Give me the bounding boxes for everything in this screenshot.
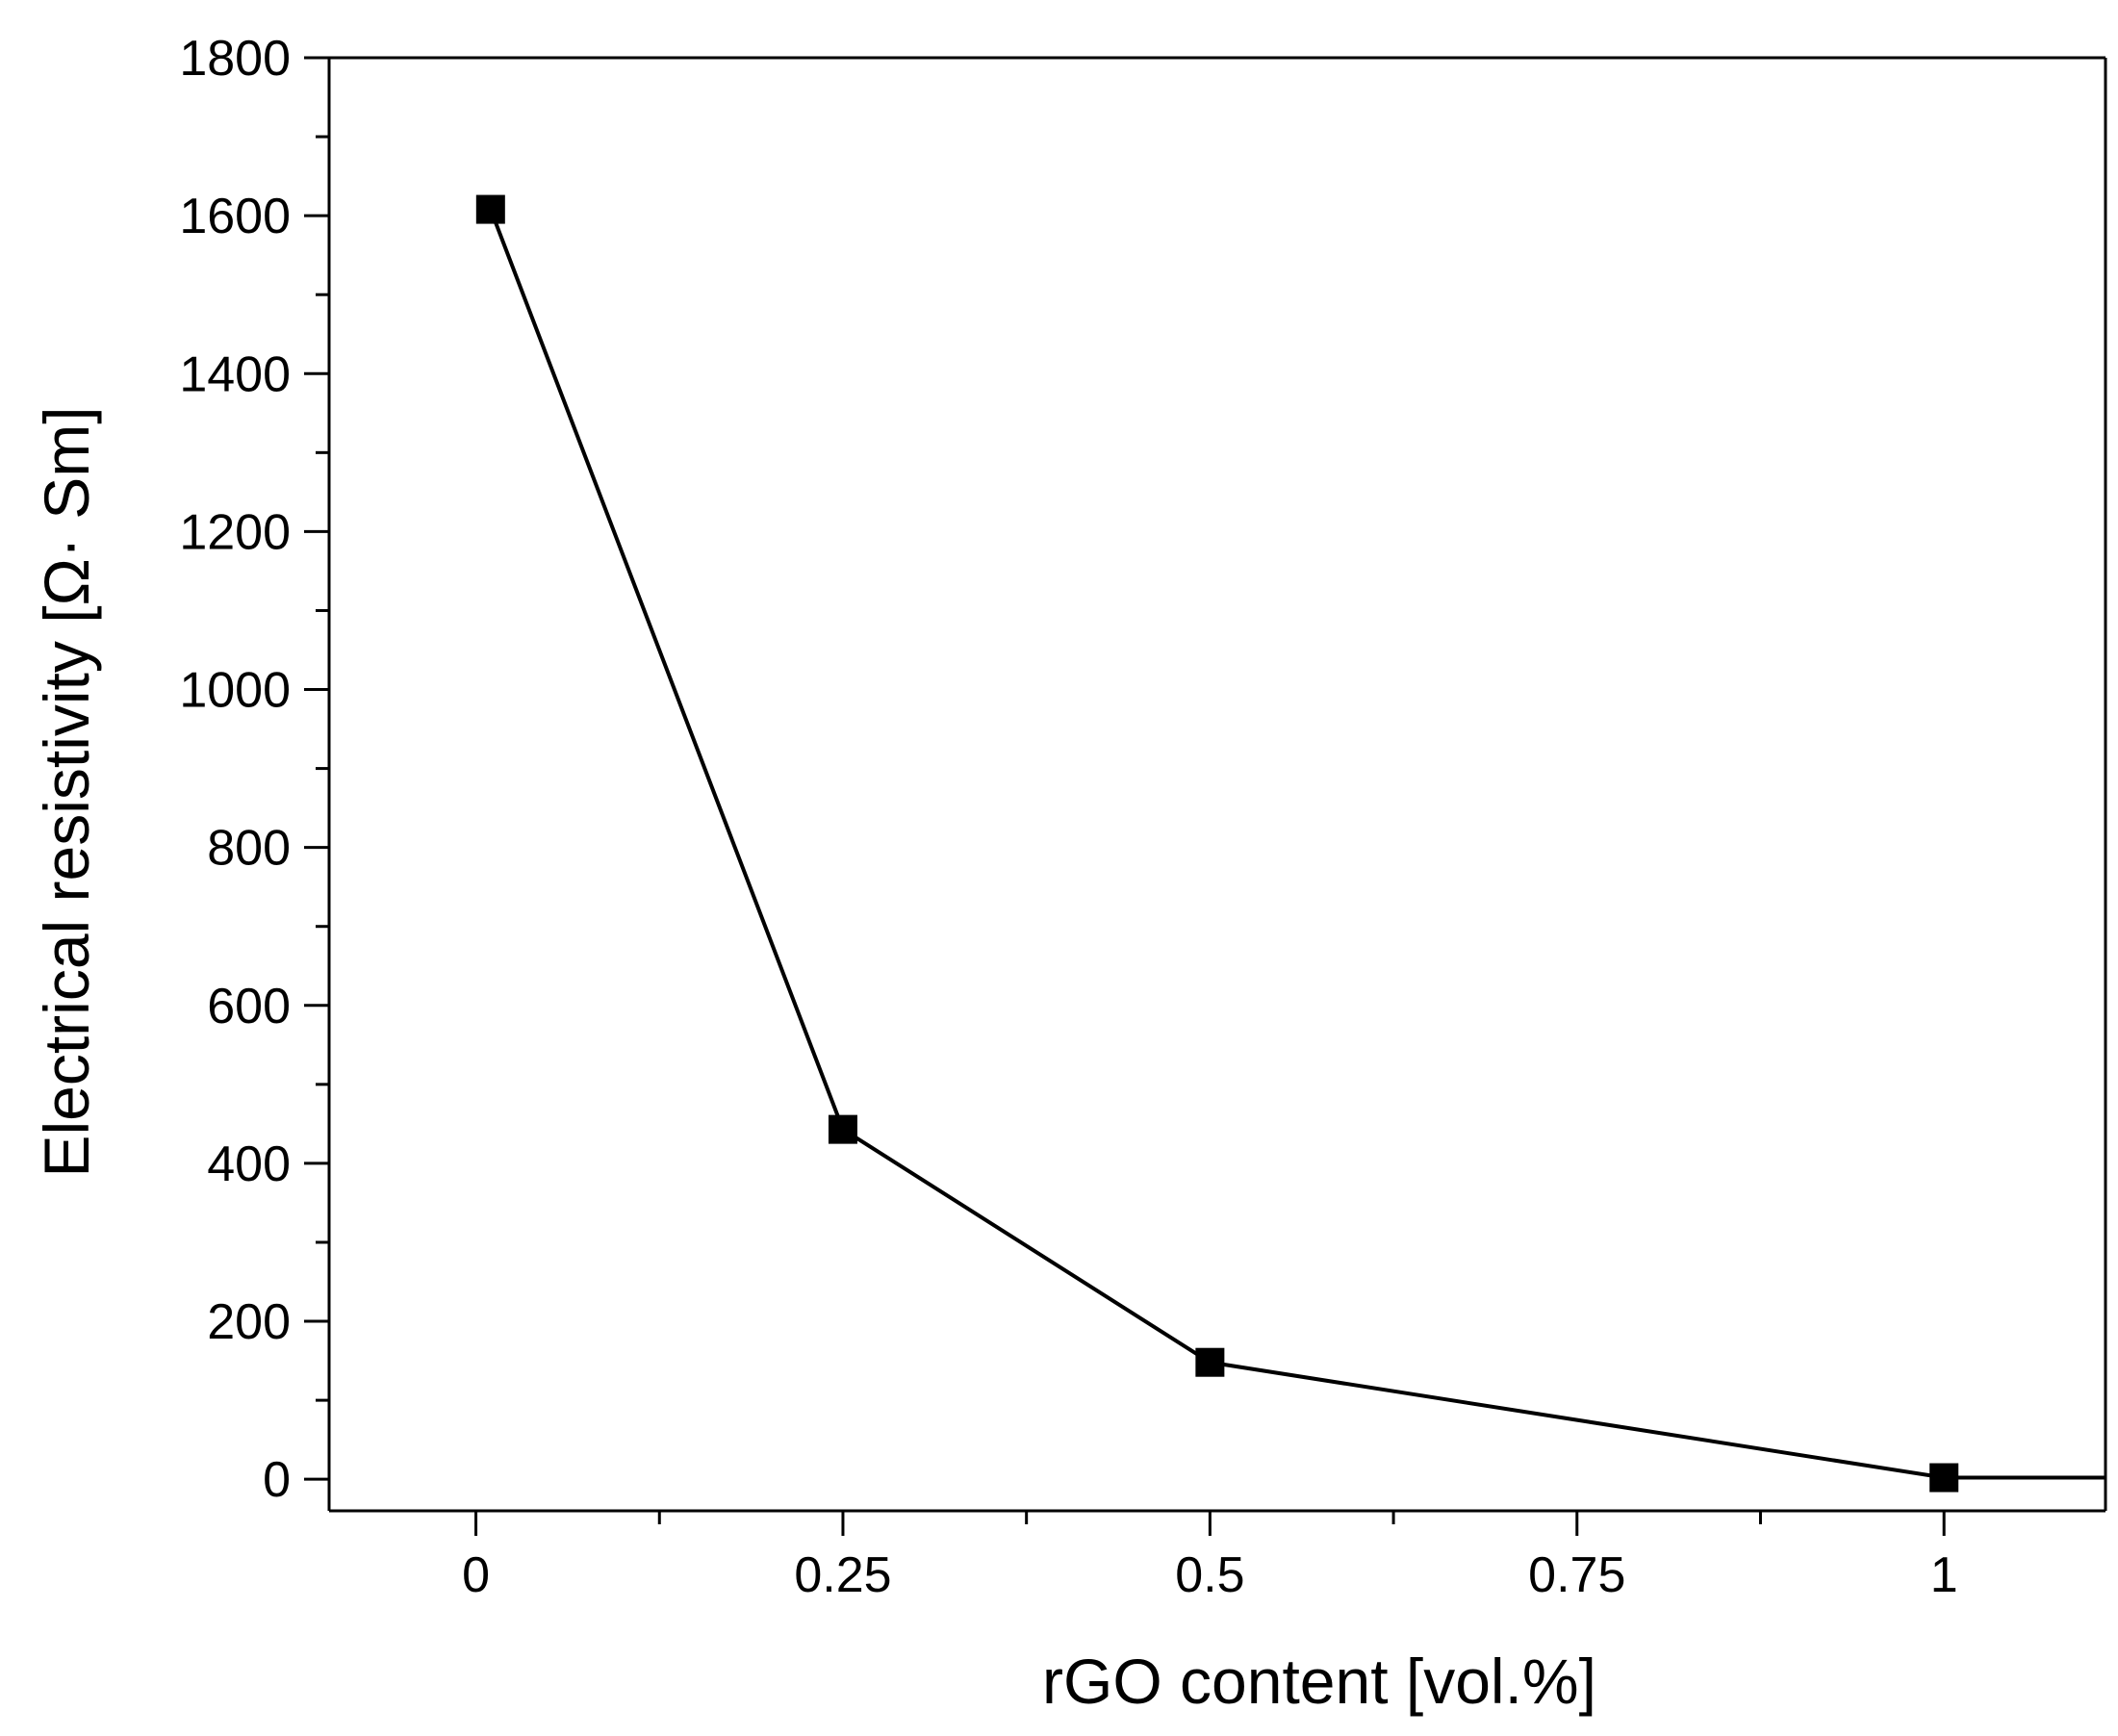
x-tick-label: 0.75 (1528, 1547, 1625, 1603)
x-tick-label: 0.5 (1175, 1547, 1244, 1603)
data-point-marker (475, 194, 505, 224)
y-tick-label: 1000 (179, 663, 291, 719)
y-axis-title: Electrical resistivity [Ω· Sm] (31, 406, 102, 1177)
x-tick-label: 1 (1930, 1547, 1958, 1603)
plot-axes (327, 56, 2107, 1513)
y-tick-label: 800 (207, 821, 291, 877)
y-tick-label: 600 (207, 979, 291, 1034)
y-tick-label: 1800 (179, 31, 291, 87)
data-point-marker (1929, 1463, 1959, 1493)
series-line (488, 208, 2105, 1480)
x-axis-title: rGO content [vol.%] (1042, 1646, 1596, 1717)
y-tick-label: 1400 (179, 346, 291, 402)
x-tick-label: 0.25 (794, 1547, 891, 1603)
y-tick-label: 1600 (179, 189, 291, 244)
y-tick-label: 0 (263, 1452, 291, 1508)
tick-labels: 0 200 400 600 800 1000 1200 1400 1600 1800 0 0.25 0.… (179, 31, 1957, 1603)
x-tick-label: 0 (462, 1547, 490, 1603)
y-tick-label: 400 (207, 1136, 291, 1192)
data-point-marker (1195, 1347, 1225, 1377)
data-series (475, 194, 2105, 1493)
data-point-marker (828, 1114, 857, 1144)
y-tick-label: 1200 (179, 504, 291, 560)
y-tick-label: 200 (207, 1294, 291, 1350)
axis-ticks (304, 56, 1946, 1536)
